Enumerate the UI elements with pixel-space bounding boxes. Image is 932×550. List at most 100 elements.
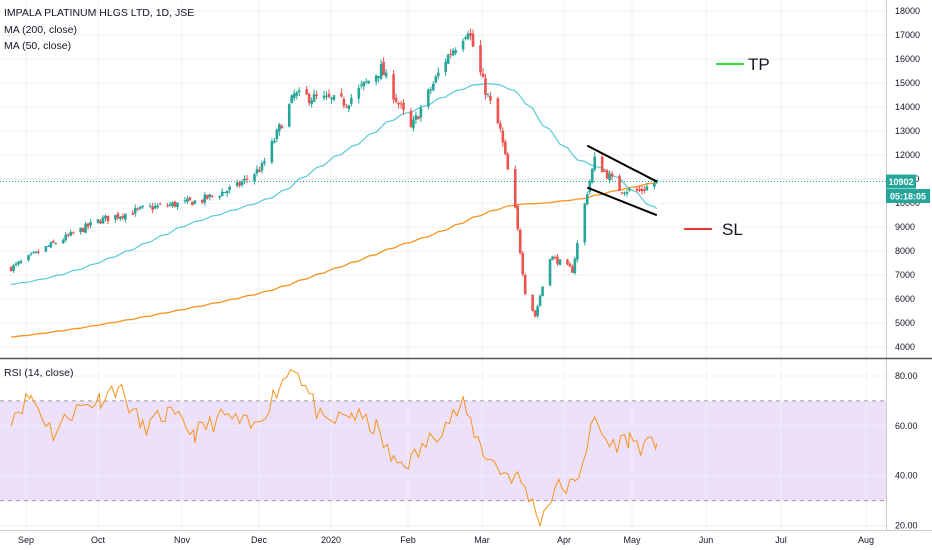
candle-body	[548, 259, 552, 286]
candle-body	[359, 84, 363, 86]
candle-body	[188, 197, 192, 201]
candle-body	[245, 178, 249, 180]
candle-body	[556, 256, 559, 264]
candle-body	[643, 189, 646, 191]
candle-body	[362, 81, 366, 87]
candle-body	[399, 103, 403, 105]
candle-body	[186, 198, 189, 202]
candle-body	[29, 253, 33, 255]
rsi-band	[0, 400, 886, 501]
candle-body	[553, 257, 557, 259]
rsi-band-lines	[0, 400, 886, 502]
candle-body	[603, 170, 606, 172]
candle-body	[419, 108, 423, 118]
candle-body	[325, 95, 328, 97]
candle-body	[397, 102, 400, 105]
date-tick-label: Nov	[174, 535, 191, 545]
candle-body	[436, 72, 440, 77]
candle-body	[653, 183, 656, 187]
candle-body	[131, 213, 135, 215]
candle-body	[377, 76, 380, 78]
candle-body	[305, 89, 308, 95]
candle-body	[99, 220, 102, 224]
date-tick-label: Sep	[18, 535, 34, 545]
candle-body	[295, 92, 299, 96]
candle-body	[253, 174, 256, 181]
candle-body	[489, 95, 492, 101]
candle-body	[89, 222, 92, 226]
date-tick-label: Apr	[557, 535, 571, 545]
candle-body	[429, 89, 433, 91]
candle-body	[345, 106, 348, 108]
candle-body	[66, 234, 70, 236]
candle-body	[330, 97, 333, 100]
candle-body	[504, 141, 507, 155]
candle-body	[312, 94, 316, 102]
candle-body	[32, 252, 35, 254]
candle-body	[84, 223, 87, 233]
candle-body	[523, 274, 527, 295]
rsi-title: RSI (14, close)	[4, 367, 73, 379]
chart-title: IMPALA PLATINUM HLGS LTD, 1D, JSE	[4, 7, 194, 19]
candle-body	[531, 294, 534, 311]
candle-body	[446, 54, 450, 64]
candle-body	[260, 163, 264, 171]
date-tick-label: Jun	[699, 535, 714, 545]
candle-body	[138, 206, 142, 209]
date-tick-label: 2020	[321, 535, 341, 545]
candle-body	[243, 178, 246, 181]
candle-body	[81, 228, 85, 232]
candle-body	[96, 219, 100, 223]
candle-body	[101, 217, 105, 224]
candle-body	[47, 245, 50, 247]
candle-body	[49, 242, 53, 248]
candle-body	[479, 45, 482, 73]
candle-body	[238, 182, 241, 186]
candle-body	[427, 89, 430, 107]
rsi-line	[10, 369, 658, 528]
candle-body	[119, 216, 122, 220]
candle-body	[451, 50, 455, 56]
candle-body	[114, 215, 117, 220]
candle-body	[449, 53, 452, 55]
ma-200-line	[10, 181, 657, 338]
candle-body	[538, 296, 542, 306]
candle-body	[464, 37, 467, 39]
candle-body	[173, 201, 177, 207]
candle-body	[203, 194, 207, 203]
candle-body	[566, 259, 569, 265]
candle-body	[367, 80, 371, 84]
candle-body	[61, 240, 65, 244]
candle-body	[168, 204, 172, 206]
candle-body	[64, 234, 68, 241]
candle-body	[444, 61, 448, 73]
candle-body	[432, 83, 435, 91]
candle-body	[52, 241, 55, 243]
candle-body	[275, 129, 279, 140]
rsi-path	[10, 369, 658, 528]
ma-50-path	[11, 83, 658, 286]
candle-body	[434, 76, 438, 83]
candle-body	[86, 223, 90, 227]
grid	[0, 0, 886, 530]
price-tick-label: 13000	[895, 126, 920, 136]
candle-body	[466, 33, 470, 40]
price-tick-label: 9000	[895, 222, 915, 232]
candle-body	[620, 192, 624, 194]
candle-body	[471, 33, 475, 47]
candle-body	[69, 231, 73, 236]
candle-body	[206, 194, 209, 199]
candle-body	[347, 105, 351, 110]
candle-body	[44, 246, 48, 252]
candle-body	[327, 93, 331, 98]
candle-body	[193, 200, 197, 204]
rsi-tick-label: 80.00	[895, 371, 918, 381]
price-tick-label: 8000	[895, 246, 915, 256]
candle-body	[225, 191, 229, 194]
candle-body	[593, 156, 597, 170]
candle-body	[263, 161, 266, 164]
candle-body	[278, 124, 281, 132]
price-tick-label: 17000	[895, 30, 920, 40]
date-tick-label: Aug	[858, 535, 874, 545]
